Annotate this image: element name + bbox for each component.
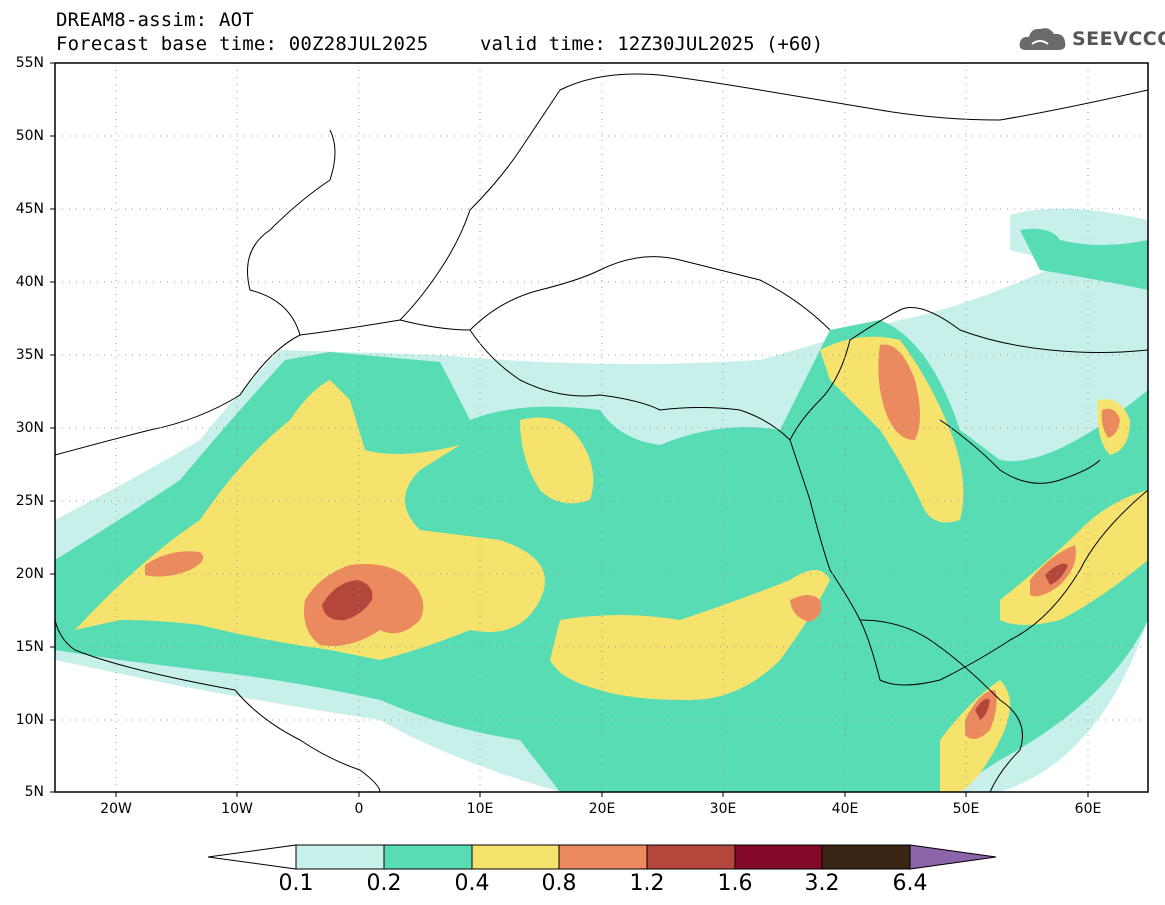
tick-marks — [50, 62, 1089, 797]
lat-tick-label: 50N — [15, 128, 44, 144]
cloud-icon — [1019, 28, 1066, 50]
colorbar-swatch — [558, 844, 648, 870]
lon-tick-label: 20E — [588, 801, 616, 817]
lat-tick-label: 10N — [15, 712, 44, 728]
lon-tick-label: 30E — [709, 801, 737, 817]
map-title: DREAM8-assim: AOT — [56, 9, 254, 31]
lat-tick-label: 55N — [15, 55, 44, 71]
colorbar-swatch — [383, 844, 473, 870]
colorbar-level-label: 0.2 — [366, 871, 402, 896]
valid-time: valid time: 12Z30JUL2025 (+60) — [480, 33, 824, 55]
lon-tick-label: 50E — [952, 801, 980, 817]
colorbar-swatch — [646, 844, 736, 870]
colorbar-level-label: 0.8 — [541, 871, 577, 896]
colorbar-level-label: 1.6 — [717, 871, 753, 896]
colorbar-level-label: 3.2 — [804, 871, 840, 896]
aot-field — [55, 208, 1148, 792]
lon-tick-label: 0 — [354, 801, 364, 817]
lat-tick-label: 15N — [15, 639, 44, 655]
lat-tick-label: 20N — [15, 566, 44, 582]
lon-tick-label: 10E — [466, 801, 494, 817]
colorbar — [207, 844, 997, 870]
colorbar-swatch — [821, 844, 911, 870]
colorbar-below-triangle — [207, 844, 297, 870]
lat-tick-label: 5N — [24, 784, 44, 800]
lat-tick-label: 25N — [15, 493, 44, 509]
forecast-base-time: Forecast base time: 00Z28JUL2025 — [56, 33, 429, 55]
coastlines — [55, 73, 1148, 792]
colorbar-swatch — [471, 844, 560, 870]
colorbar-level-label: 6.4 — [892, 871, 928, 896]
colorbar-above-triangle — [909, 844, 997, 870]
lat-tick-label: 35N — [15, 347, 44, 363]
lon-tick-label: 40E — [831, 801, 859, 817]
lon-tick-label: 20W — [100, 801, 132, 817]
lat-tick-label: 40N — [15, 274, 44, 290]
lon-tick-label: 10W — [221, 801, 253, 817]
colorbar-level-label: 0.1 — [278, 871, 314, 896]
colorbar-swatch — [295, 844, 385, 870]
colorbar-level-label: 0.4 — [454, 871, 490, 896]
lat-tick-label: 45N — [15, 201, 44, 217]
logo-text: SEEVCCC — [1072, 28, 1165, 50]
lon-tick-label: 60E — [1074, 801, 1102, 817]
graticule — [55, 63, 1148, 792]
colorbar-swatch — [734, 844, 823, 870]
lat-tick-label: 30N — [15, 420, 44, 436]
colorbar-level-label: 1.2 — [629, 871, 665, 896]
